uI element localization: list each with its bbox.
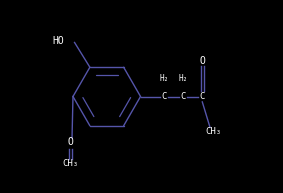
Text: CH₃: CH₃ [206,127,222,136]
Text: C: C [161,92,166,101]
Text: H₂: H₂ [178,74,188,83]
Text: CH₃: CH₃ [62,159,78,168]
Text: C: C [180,92,186,101]
Text: O: O [199,56,205,66]
Text: H₂: H₂ [159,74,168,83]
Text: C: C [200,92,205,101]
Text: O: O [67,137,73,147]
Text: HO: HO [52,36,64,46]
